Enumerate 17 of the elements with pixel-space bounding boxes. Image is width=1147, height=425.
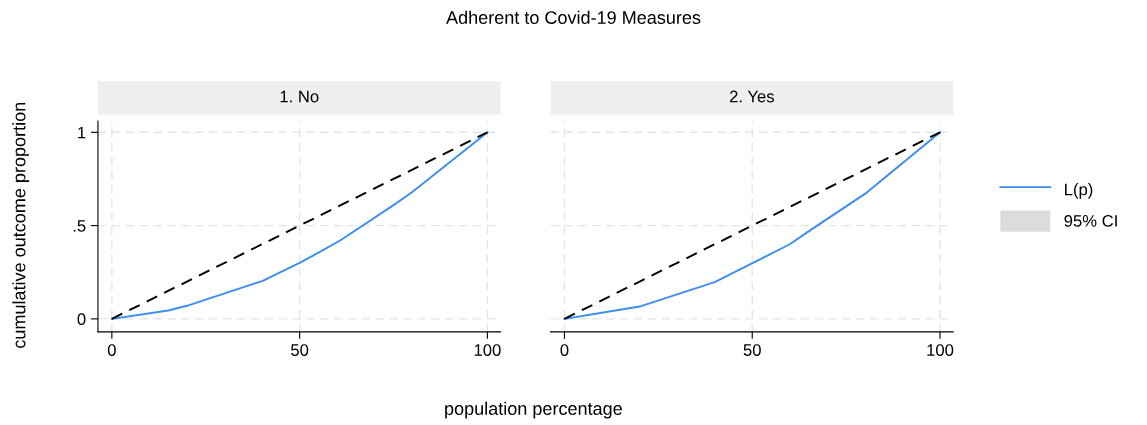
x-tick-label: 0 [107, 344, 116, 356]
y-tick-label: 0 [77, 313, 86, 326]
y-tick-label: .5 [73, 220, 86, 232]
y-axis-title: cumulative outcome proportion [12, 102, 30, 348]
y-tick-label: 1 [78, 126, 86, 139]
legend-label: 95% CI [1064, 214, 1117, 227]
x-tick-label: 100 [927, 344, 954, 356]
x-tick-label: 50 [291, 344, 309, 356]
text: Adherent to Covid-19 Measures [446, 10, 701, 24]
chart-subtitle: 2. Yes [729, 90, 774, 103]
chart-subtitle: 1. No [280, 90, 319, 103]
x-axis-title: population percentage [445, 401, 622, 419]
x-tick-label: 50 [743, 344, 761, 356]
x-tick-label: 100 [474, 344, 501, 356]
x-tick-label: 0 [560, 344, 569, 356]
line-series [110, 131, 489, 320]
legend-label: L(p) [1065, 183, 1093, 199]
